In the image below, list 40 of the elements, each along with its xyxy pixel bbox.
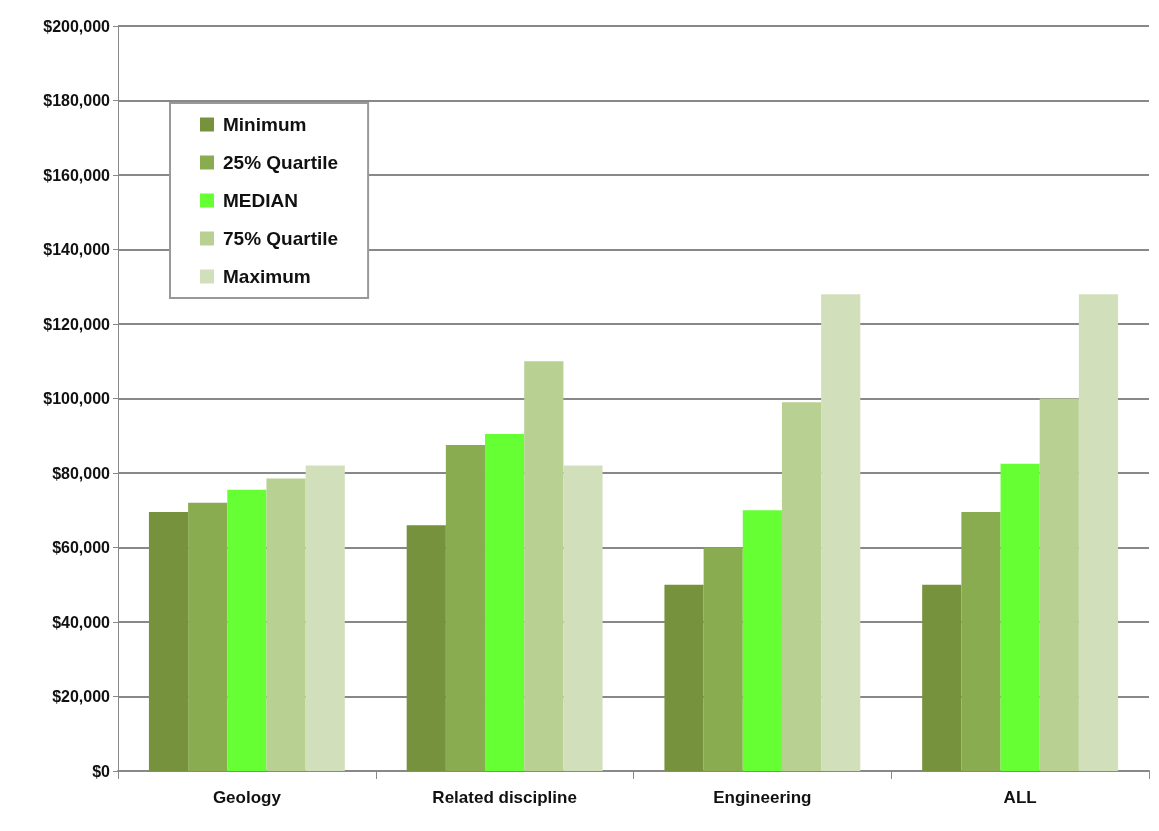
bar [266, 478, 306, 771]
x-tick-label: ALL [1003, 788, 1037, 807]
y-tick-label: $100,000 [43, 390, 111, 407]
bar [188, 502, 228, 771]
bar [922, 584, 962, 771]
bar [1000, 463, 1040, 771]
legend-label: Minimum [223, 114, 307, 135]
bar [821, 294, 861, 771]
y-tick-label: $120,000 [43, 315, 111, 333]
legend-label: 75% Quartile [223, 228, 339, 249]
y-tick-label: $80,000 [52, 464, 111, 482]
bar [664, 584, 704, 771]
bar [148, 512, 189, 771]
y-tick-label: $200,000 [43, 17, 111, 35]
bar [406, 525, 446, 771]
bar [485, 433, 525, 771]
y-tick-label: $160,000 [43, 166, 111, 184]
bar [227, 489, 267, 771]
bar [305, 465, 345, 771]
bar [781, 402, 822, 771]
y-tick-label: $140,000 [43, 241, 111, 258]
bar [742, 510, 782, 771]
legend-label: Maximum [223, 266, 311, 287]
legend-label: MEDIAN [223, 190, 298, 211]
y-tick-label: $0 [92, 762, 111, 780]
y-tick-label: $60,000 [52, 539, 111, 556]
bar [1078, 294, 1119, 771]
x-tick-label: Geology [212, 788, 282, 807]
y-tick-label: $40,000 [52, 613, 111, 631]
legend-label: 25% Quartile [223, 152, 339, 173]
bar [703, 547, 743, 771]
bar [445, 445, 486, 771]
bar [563, 465, 603, 771]
x-tick-label: Related discipline [432, 788, 577, 807]
bar [1039, 398, 1079, 771]
y-tick-label: $20,000 [52, 688, 111, 705]
x-tick-label: Engineering [713, 788, 812, 807]
bar [524, 361, 564, 771]
y-tick-label: $180,000 [43, 92, 111, 109]
bar [961, 512, 1001, 771]
